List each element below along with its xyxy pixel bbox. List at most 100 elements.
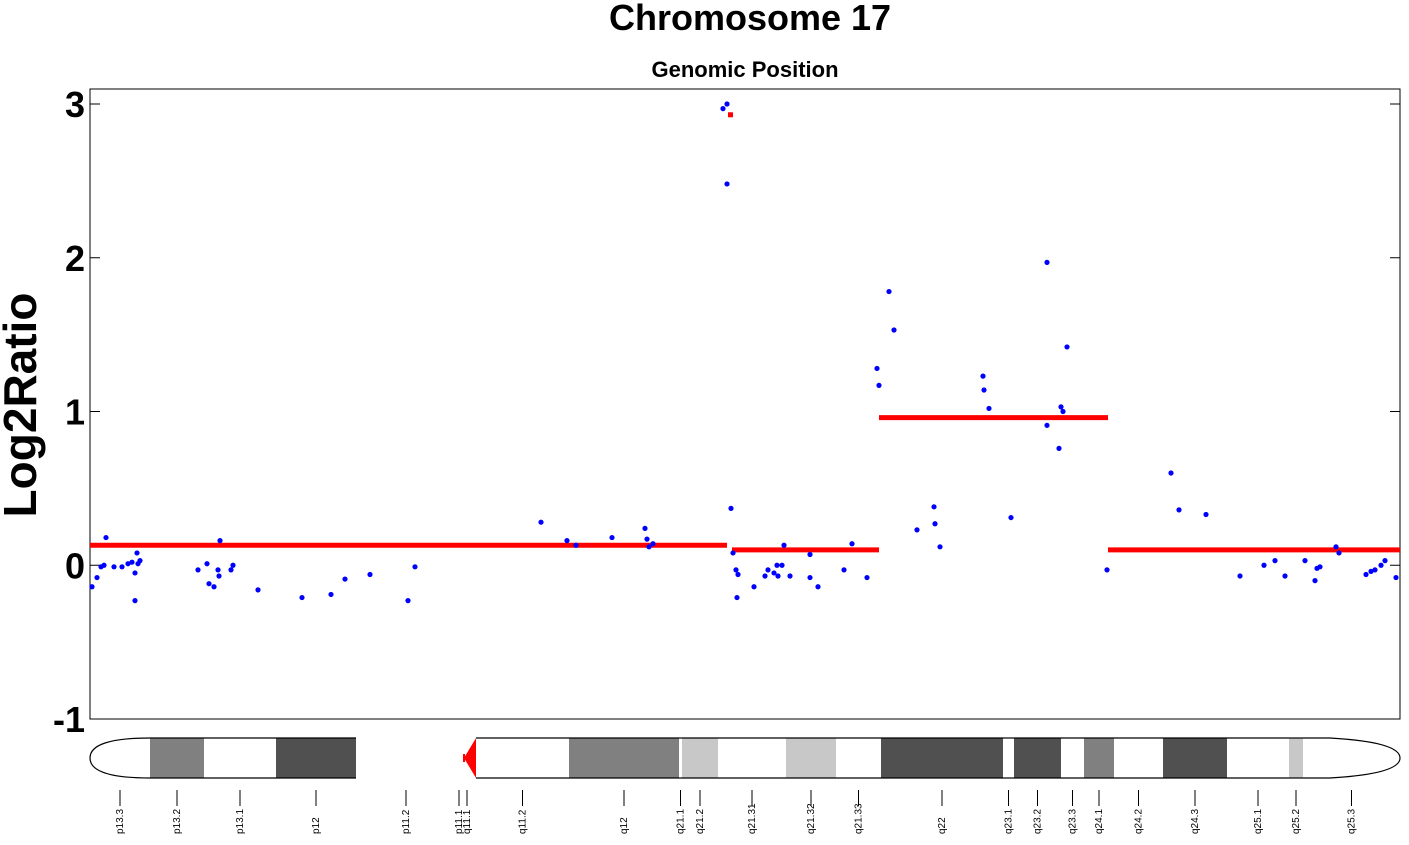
data-point [367, 571, 373, 578]
data-point [132, 598, 138, 604]
band-q12 [569, 738, 679, 778]
band-q24.1 [1084, 738, 1114, 778]
data-point [724, 101, 730, 107]
data-point [765, 567, 771, 573]
chart-title: Chromosome 17 [609, 0, 891, 38]
data-point [815, 584, 821, 590]
data-point [1282, 573, 1288, 579]
data-point [733, 567, 739, 573]
data-point [211, 584, 217, 590]
data-point [204, 561, 210, 567]
data-point [937, 544, 943, 550]
data-point [980, 373, 986, 379]
data-point [1058, 404, 1064, 410]
band-q23.1 [1003, 738, 1014, 778]
band-label: p13.2 [172, 809, 183, 834]
y-tick-label: 3 [65, 84, 85, 125]
band-q23.3 [1061, 738, 1084, 778]
data-point [609, 534, 615, 541]
y-axis-label: Log2Ratio [0, 293, 46, 518]
band-q21.1 [679, 738, 682, 778]
data-point [1237, 573, 1243, 579]
data-point [538, 519, 544, 525]
band-label: q23.3 [1068, 809, 1079, 834]
data-point [1372, 567, 1378, 573]
band-label: q23.2 [1033, 809, 1044, 834]
band-label: q24.2 [1134, 809, 1145, 834]
data-point [874, 365, 880, 372]
band-label: q25.3 [1347, 809, 1358, 834]
data-point [573, 542, 579, 548]
band-label: q25.1 [1253, 809, 1264, 834]
band-label: p13.3 [115, 809, 126, 834]
data-point [195, 567, 201, 573]
band-label: q12 [619, 817, 630, 834]
data-point [132, 570, 138, 576]
data-point [886, 288, 892, 295]
data-point [807, 551, 813, 558]
band-q11.2 [476, 738, 569, 778]
data-point [1317, 564, 1323, 570]
data-point [134, 550, 140, 556]
data-point [328, 591, 334, 598]
data-point [781, 542, 787, 548]
band-label: q21.31 [747, 803, 758, 834]
data-point [1363, 571, 1369, 578]
plot-frame [89, 88, 1401, 720]
data-point [771, 570, 777, 576]
band-q21.31 [718, 738, 786, 778]
band-label: p13.1 [235, 809, 246, 834]
data-point [89, 584, 95, 590]
band-q25.2 [1289, 738, 1303, 778]
data-point [1044, 259, 1050, 265]
y-tick-label: -1 [53, 699, 85, 740]
data-point [730, 550, 736, 556]
band-q21.2 [682, 738, 718, 778]
data-point [931, 504, 937, 510]
data-point [129, 559, 135, 565]
data-point [1056, 445, 1062, 451]
data-point [217, 538, 223, 544]
data-point [412, 564, 418, 570]
data-point [1008, 514, 1014, 521]
data-point [1302, 558, 1308, 564]
band-label: p12 [311, 817, 322, 834]
band-label: q24.3 [1190, 809, 1201, 834]
band-label: q21.32 [806, 803, 817, 834]
data-point [728, 505, 734, 511]
band-p13.2 [150, 738, 204, 778]
data-point [1168, 470, 1174, 476]
data-point [891, 327, 897, 333]
band-label: q23.1 [1004, 809, 1015, 834]
band-p11.2 [356, 738, 456, 778]
band-label: q24.1 [1094, 809, 1105, 834]
band-label: q21.2 [695, 809, 706, 834]
band-q23.2 [1014, 738, 1061, 778]
data-point [1203, 511, 1209, 518]
band-label: q11.2 [518, 809, 529, 834]
band-q24.2 [1114, 738, 1163, 778]
data-point [774, 562, 780, 568]
data-point [94, 574, 100, 581]
data-point [1333, 544, 1339, 550]
data-point [111, 564, 117, 570]
data-point [762, 573, 768, 579]
y-tick-label: 0 [65, 545, 85, 586]
band-q21.32 [786, 738, 836, 778]
data-point [876, 382, 882, 388]
band-label: p11.2 [401, 809, 412, 834]
data-point [1044, 422, 1050, 428]
data-point [650, 541, 656, 547]
band-p13.3 [89, 737, 151, 779]
data-point [230, 562, 236, 568]
data-point [119, 564, 125, 570]
data-point [216, 573, 222, 579]
data-point [720, 106, 726, 112]
data-point [864, 574, 870, 581]
data-point [807, 574, 813, 581]
data-point [342, 576, 348, 582]
data-point [206, 581, 212, 587]
data-point [137, 558, 143, 564]
data-point [849, 541, 855, 547]
